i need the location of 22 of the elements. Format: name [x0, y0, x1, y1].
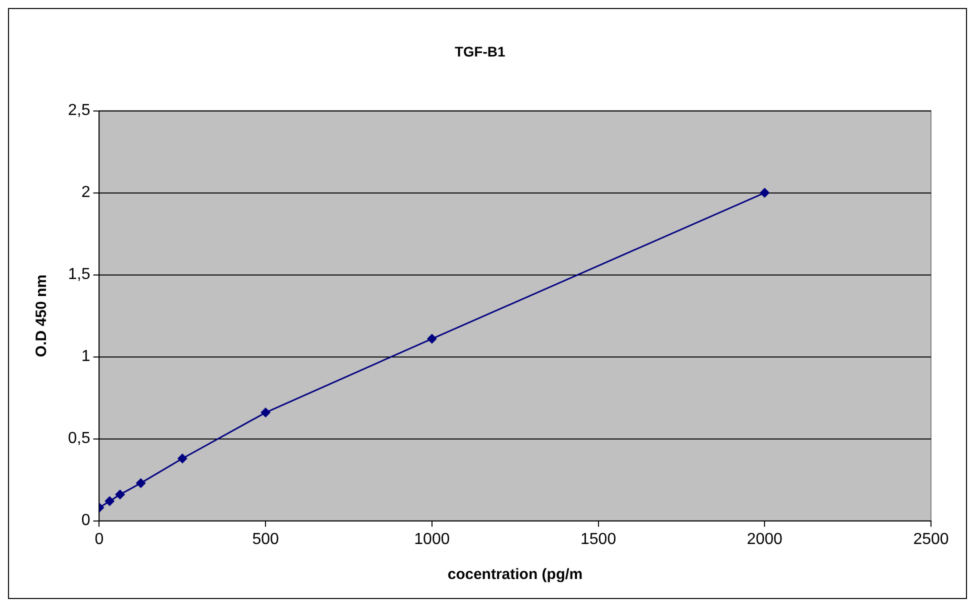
point — [136, 478, 146, 488]
x-tick-label: 2500 — [913, 530, 949, 548]
x-tick-label: 0 — [94, 530, 104, 548]
x-tick-label: 2000 — [746, 530, 783, 548]
x-tick-label: 500 — [252, 530, 280, 548]
point — [115, 490, 126, 500]
x-tick-label: 1500 — [580, 530, 616, 548]
chart-title: TGF-B1 — [454, 43, 506, 60]
y-tick-label: 1,5 — [68, 266, 90, 284]
point — [177, 453, 188, 464]
point — [260, 408, 271, 418]
y-tick-label: 0,5 — [68, 430, 90, 448]
point — [104, 496, 115, 506]
point — [760, 188, 770, 198]
y-tick-label: 1 — [81, 348, 90, 366]
y-tick-label: 0 — [81, 512, 90, 530]
point — [426, 334, 437, 344]
x-axis-title: cocentration (pg/m — [448, 566, 583, 584]
x-tick-label: 1000 — [414, 530, 450, 548]
y-tick-label: 2 — [81, 184, 90, 202]
y-tick-label: 2,5 — [68, 102, 90, 120]
y-axis-title: O.D 450 nm — [33, 274, 50, 358]
